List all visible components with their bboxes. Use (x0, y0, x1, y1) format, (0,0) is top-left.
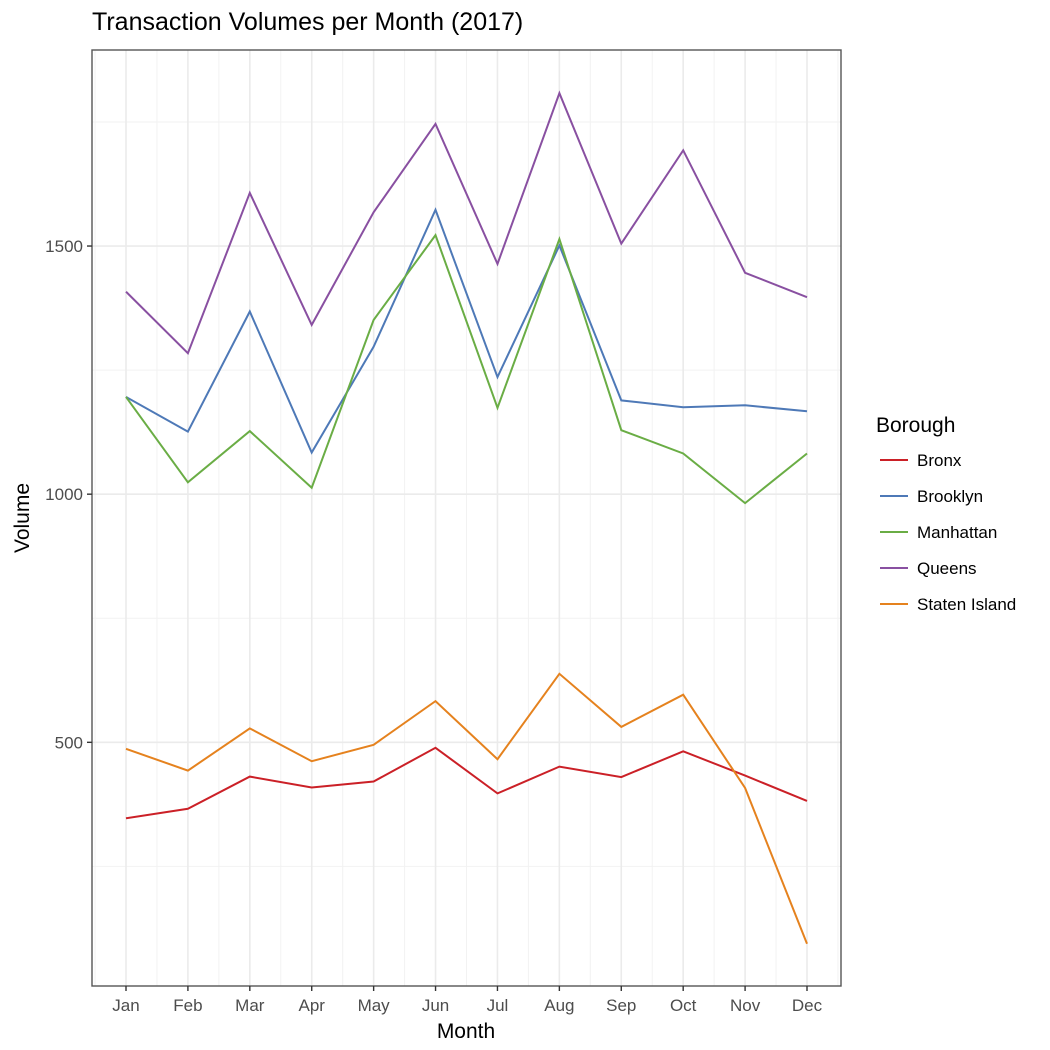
legend-label: Manhattan (917, 523, 997, 542)
legend-label: Bronx (917, 451, 962, 470)
legend: Borough Bronx Brooklyn Manhattan Queens Stat… (876, 414, 1016, 614)
y-tick-label: 500 (55, 733, 83, 752)
x-tick-label: Feb (173, 996, 202, 1015)
x-tick-label: Jun (422, 996, 449, 1015)
series-line-brooklyn (125, 207, 808, 455)
chart-title: Transaction Volumes per Month (2017) (92, 8, 523, 36)
x-tick-label: Jan (112, 996, 139, 1015)
series-line-manhattan (125, 232, 808, 505)
x-tick-label: Nov (730, 996, 761, 1015)
legend-label: Queens (917, 559, 977, 578)
series-line-queens (125, 90, 808, 355)
x-tick-label: Sep (606, 996, 636, 1015)
x-tick-label: Apr (298, 996, 325, 1015)
legend-title: Borough (876, 414, 955, 437)
series-line-bronx (125, 746, 808, 820)
plot-panel (91, 49, 842, 987)
series-lines (125, 90, 808, 945)
x-axis: Jan Feb Mar Apr May Jun Jul Aug Sep Oct Nov Dec (112, 986, 823, 1015)
x-tick-label: May (358, 996, 391, 1015)
y-tick-label: 1000 (45, 485, 83, 504)
x-tick-label: Mar (235, 996, 265, 1015)
y-tick-label: 1500 (45, 237, 83, 256)
legend-label: Staten Island (917, 595, 1016, 614)
x-tick-label: Aug (544, 996, 574, 1015)
x-tick-label: Jul (487, 996, 509, 1015)
grid (92, 50, 841, 986)
series-line-staten-island (125, 672, 808, 945)
y-axis: 500 1000 1500 (45, 237, 92, 752)
y-axis-title: Volume (11, 483, 34, 553)
x-tick-label: Oct (670, 996, 697, 1015)
legend-label: Brooklyn (917, 487, 983, 506)
x-tick-label: Dec (792, 996, 823, 1015)
x-axis-title: Month (437, 1020, 495, 1043)
